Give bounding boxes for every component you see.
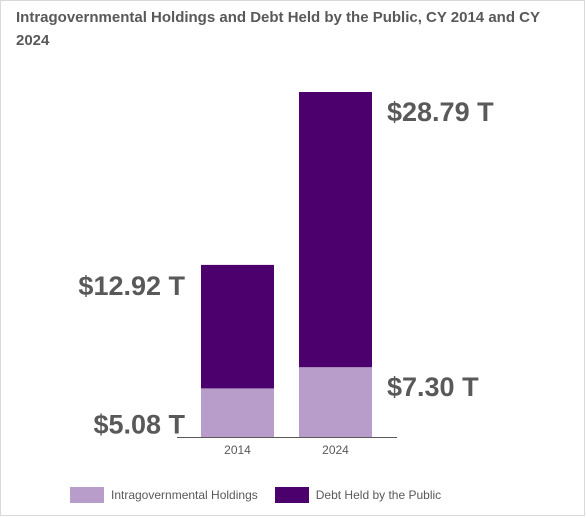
x-tick-label-2024: 2024	[322, 443, 349, 457]
data-label-2014-intragovernmental: $5.08 T	[93, 410, 185, 440]
data-label-2024-public: $28.79 T	[387, 97, 494, 127]
chart-title: Intragovernmental Holdings and Debt Held…	[16, 9, 540, 49]
data-label-2014-public: $12.92 T	[78, 271, 185, 301]
bar-2014-intragovernmental	[201, 388, 274, 437]
legend-label-intragovernmental: Intragovernmental Holdings	[111, 488, 258, 502]
legend-item-intragovernmental: Intragovernmental Holdings	[70, 487, 258, 503]
legend-swatch-intragovernmental	[70, 487, 104, 503]
bar-2024-public	[299, 92, 372, 368]
bar-2024-intragovernmental	[299, 367, 372, 437]
legend-label-public: Debt Held by the Public	[315, 488, 442, 502]
legend-item-public: Debt Held by the Public	[274, 487, 442, 503]
legend-swatch-public	[274, 487, 309, 503]
x-tick-label-2014: 2014	[224, 443, 251, 457]
bar-2014-public	[201, 264, 274, 389]
chart-legend: Intragovernmental Holdings Debt Held by …	[70, 487, 458, 503]
data-label-2024-intragovernmental: $7.30 T	[387, 372, 479, 402]
